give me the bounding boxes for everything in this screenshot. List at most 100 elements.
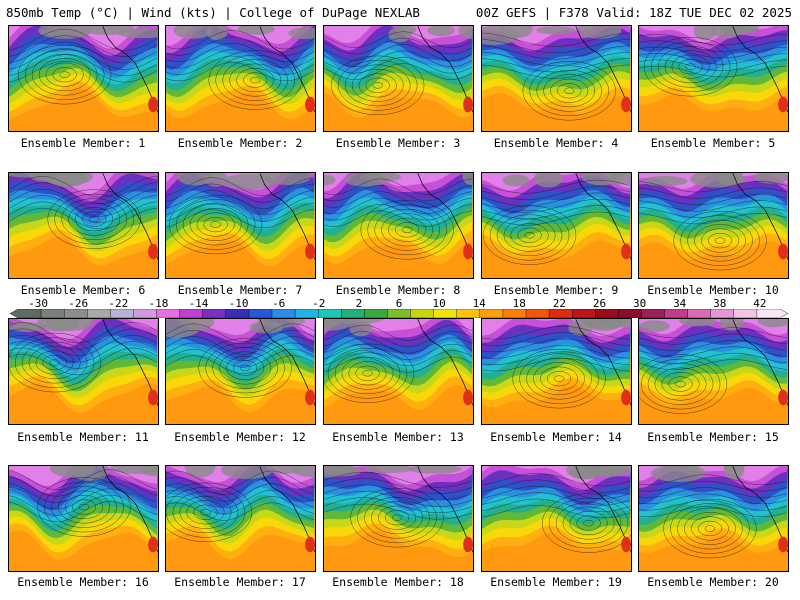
colorbar-tick-label: -10	[228, 297, 249, 310]
colorbar-tick-label: 18	[512, 297, 526, 310]
ensemble-map-9	[481, 172, 632, 279]
colorbar-segment	[87, 309, 111, 318]
temperature-wind-map	[9, 173, 158, 278]
colorbar-segment	[571, 309, 596, 318]
temperature-wind-map	[324, 173, 473, 278]
ensemble-map-15	[638, 318, 789, 425]
ensemble-member-label: Ensemble Member: 16	[17, 575, 149, 589]
colorbar-segment	[271, 309, 296, 318]
colorbar-tick-label: 6	[395, 297, 403, 310]
ensemble-map-14	[481, 318, 632, 425]
temperature-wind-map	[639, 466, 788, 571]
colorbar-tick-label: -26	[68, 297, 89, 310]
colorbar-tick-label: 14	[472, 297, 486, 310]
colorbar-segment	[225, 309, 250, 318]
temperature-wind-map	[482, 173, 631, 278]
colorbar-tick-label: 10	[432, 297, 446, 310]
colorbar-tick-label: -14	[188, 297, 209, 310]
ensemble-member-label: Ensemble Member: 3	[335, 136, 461, 150]
colorbar-segment	[364, 309, 388, 318]
colorbar-segment	[294, 309, 319, 318]
ensemble-map-3	[323, 25, 474, 132]
temperature-wind-map	[9, 319, 158, 424]
temperature-wind-map	[324, 466, 473, 571]
colorbar-tick-label: 38	[713, 297, 727, 310]
colorbar-segment	[179, 309, 204, 318]
colorbar-segment	[641, 309, 666, 318]
ensemble-member-label: Ensemble Member: 19	[490, 575, 622, 589]
temperature-wind-map	[9, 466, 158, 571]
colorbar-segment	[156, 309, 181, 318]
ensemble-map-4	[481, 25, 632, 132]
temperature-wind-map	[482, 466, 631, 571]
temperature-wind-map	[166, 173, 315, 278]
ensemble-member-label: Ensemble Member: 1	[20, 136, 146, 150]
temperature-wind-map	[166, 26, 315, 131]
temperature-wind-map	[324, 319, 473, 424]
ensemble-map-12	[165, 318, 316, 425]
colorbar-segment	[341, 309, 365, 318]
colorbar-segment	[433, 309, 458, 318]
ensemble-map-18	[323, 465, 474, 572]
ensemble-member-label: Ensemble Member: 17	[174, 575, 306, 589]
temperature-wind-map	[639, 319, 788, 424]
ensemble-member-label: Ensemble Member: 6	[20, 283, 146, 297]
ensemble-map-2	[165, 25, 316, 132]
ensemble-map-17	[165, 465, 316, 572]
map-title: 850mb Temp (°C) | Wind (kts) | College o…	[6, 5, 420, 20]
ensemble-map-1	[8, 25, 159, 132]
ensemble-map-20	[638, 465, 789, 572]
colorbar-tick-label: -6	[272, 297, 286, 310]
temperature-wind-map	[639, 26, 788, 131]
ensemble-member-label: Ensemble Member: 18	[332, 575, 464, 589]
temperature-wind-map	[482, 319, 631, 424]
temperature-wind-map	[9, 26, 158, 131]
colorbar-segment	[618, 309, 642, 318]
ensemble-member-label: Ensemble Member: 5	[650, 136, 776, 150]
ensemble-member-label: Ensemble Member: 9	[493, 283, 619, 297]
ensemble-map-16	[8, 465, 159, 572]
colorbar-segment	[664, 309, 689, 318]
ensemble-member-label: Ensemble Member: 7	[177, 283, 303, 297]
colorbar-segment	[133, 309, 158, 318]
ensemble-map-11	[8, 318, 159, 425]
colorbar-tick-label: 22	[552, 297, 567, 310]
colorbar-tick-label: -30	[28, 297, 49, 310]
ensemble-member-label: Ensemble Member: 20	[647, 575, 779, 589]
ensemble-member-label: Ensemble Member: 15	[647, 430, 779, 444]
ensemble-member-label: Ensemble Member: 2	[177, 136, 303, 150]
colorbar-segment	[733, 309, 758, 318]
colorbar-tick-label: -18	[148, 297, 169, 310]
colorbar-tick-label: 34	[673, 297, 687, 310]
ensemble-map-5	[638, 25, 789, 132]
colorbar-segment	[525, 309, 550, 318]
ensemble-member-label: Ensemble Member: 14	[490, 430, 622, 444]
colorbar-segment	[40, 309, 65, 318]
colorbar-tick-label: -22	[108, 297, 129, 310]
colorbar-tick-label: -2	[312, 297, 326, 310]
colorbar-tick-label: 26	[592, 297, 607, 310]
temperature-wind-map	[639, 173, 788, 278]
ensemble-member-label: Ensemble Member: 10	[647, 283, 779, 297]
colorbar-segment	[595, 309, 619, 318]
colorbar-segment	[687, 309, 712, 318]
colorbar-segment	[63, 309, 88, 318]
colorbar-segment	[548, 309, 573, 318]
colorbar-segment	[710, 309, 735, 318]
ensemble-map-13	[323, 318, 474, 425]
run-valid-time: 00Z GEFS | F378 Valid: 18Z TUE DEC 02 20…	[475, 5, 792, 20]
ensemble-member-label: Ensemble Member: 13	[332, 430, 464, 444]
colorbar-segment	[456, 309, 481, 318]
colorbar-segment	[202, 309, 227, 318]
ensemble-map-7	[165, 172, 316, 279]
colorbar-segment	[502, 309, 527, 318]
ensemble-member-label: Ensemble Member: 4	[493, 136, 619, 150]
colorbar-segment	[10, 309, 42, 318]
temperature-wind-map	[324, 26, 473, 131]
ensemble-map-10	[638, 172, 789, 279]
colorbar-tick-labels: -30 -26 -22 -18 -14 -10 -6 -2 2 6 10 14 18 22 26 30 34 38…	[0, 297, 800, 310]
colorbar-tick-label: 2	[355, 297, 363, 310]
colorbar-segment	[479, 309, 504, 318]
ensemble-member-label: Ensemble Member: 8	[335, 283, 461, 297]
ensemble-map-6	[8, 172, 159, 279]
